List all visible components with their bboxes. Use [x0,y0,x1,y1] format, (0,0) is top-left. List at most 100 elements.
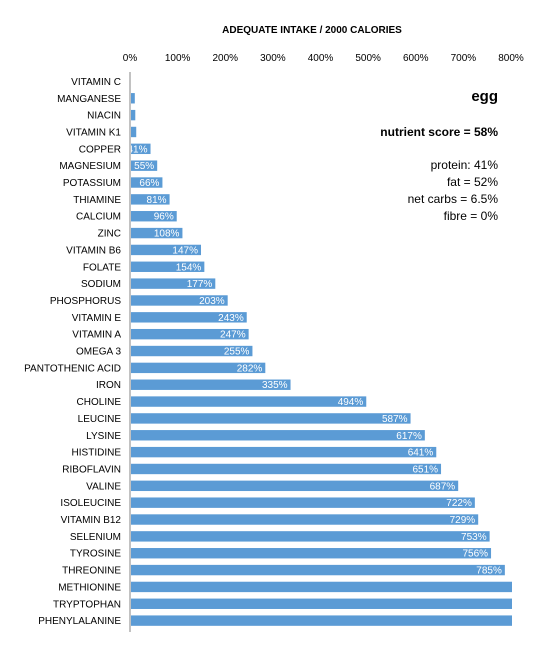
category-label: VITAMIN C [71,77,121,88]
category-label: MANGANESE [57,94,121,105]
x-tick-label: 600% [403,53,429,64]
bar [131,581,512,593]
x-axis: 0% 100% 200% 300% 400% 500% 600% 700% 800% [123,53,524,64]
bar [131,430,425,441]
category-label: CHOLINE [77,397,122,408]
bar [131,244,202,256]
bar [131,227,183,239]
bar [131,514,479,525]
category-label: VITAMIN B12 [61,515,122,526]
category-label: THIAMINE [73,195,121,206]
bar [131,598,512,609]
nutrient-score: nutrient score = 58% [380,125,498,139]
category-label: TRYPTOPHAN [53,599,121,610]
bar [131,194,170,205]
category-label: IRON [96,380,121,391]
category-label: FOLATE [83,262,121,273]
bar [131,446,437,458]
food-name: egg [471,88,498,105]
data-label: 96% [154,212,174,223]
data-label: 641% [408,448,434,459]
bar [131,497,475,508]
category-label: VITAMIN E [72,313,122,324]
bar [131,295,228,306]
data-label: 154% [176,262,202,273]
data-label: 247% [220,330,246,341]
x-tick-label: 300% [260,53,286,64]
data-label: 55% [134,161,154,172]
bar [131,396,367,407]
chart-title: ADEQUATE INTAKE / 2000 CALORIES [222,25,402,36]
category-label: METHIONINE [58,582,121,593]
bar [131,531,490,542]
bar [131,413,411,424]
y-axis: VITAMIN C MANGANESE NIACIN VITAMIN K1 COPPER… [24,77,121,627]
data-label: 335% [262,380,288,391]
bar [131,312,247,323]
data-label: 756% [462,549,488,560]
data-label: 494% [338,397,364,408]
bar [131,328,249,340]
category-label: VITAMIN B6 [66,245,121,256]
bar [131,143,151,155]
data-label: 785% [476,566,502,577]
x-tick-label: 400% [308,53,334,64]
data-label: 66% [139,178,159,189]
bar [131,379,291,390]
data-label: 243% [218,313,244,324]
category-label: VALINE [86,481,121,492]
data-label: 255% [224,347,250,358]
bar [131,109,136,121]
macro-breakdown: protein: 41% fat = 52% net carbs = 6.5% … [408,157,498,225]
x-tick-label: 100% [165,53,191,64]
x-tick-label: 200% [212,53,238,64]
data-label: 729% [450,515,476,526]
data-label: 147% [172,245,198,256]
fat-text: fat = 52% [446,175,498,189]
category-label: HISTIDINE [72,448,122,459]
x-tick-label: 500% [355,53,381,64]
category-label: OMEGA 3 [76,347,121,358]
x-tick-label: 0% [123,53,138,64]
bar [131,362,266,374]
category-label: POTASSIUM [63,178,121,189]
data-label: 617% [396,431,422,442]
protein-text: protein: 41% [430,158,498,172]
fibre-text: fibre = 0% [443,209,498,223]
category-label: VITAMIN A [72,330,121,341]
category-label: RIBOFLAVIN [62,464,121,475]
category-label: TYROSINE [70,549,121,560]
bars [131,93,512,626]
category-label: PHENYLALANINE [38,616,121,627]
bar [131,480,459,492]
data-label: 81% [147,195,167,206]
data-label: 651% [412,464,438,475]
bar [131,564,505,576]
bar [131,345,253,357]
category-label: LEUCINE [78,414,122,425]
category-label: SODIUM [81,279,121,290]
bar [131,93,135,104]
bar [131,278,216,289]
data-label: 687% [430,481,456,492]
bar [131,463,442,475]
bar [131,211,177,222]
category-label: COPPER [79,144,121,155]
bar [131,548,492,559]
x-tick-label: 700% [451,53,477,64]
category-label: VITAMIN K1 [66,127,121,138]
data-label: 587% [382,414,408,425]
category-label: ZINC [98,229,121,240]
data-labels: 41% 55% 66% 81% 96% 108% 147% 154% 177% 203% 243% 2… [128,144,502,576]
category-label: LYSINE [86,431,121,442]
category-label: NIACIN [87,111,121,122]
data-label: 108% [154,229,180,240]
category-label: SELENIUM [70,532,121,543]
category-label: PANTOTHENIC ACID [24,363,121,374]
category-label: MAGNESIUM [59,161,121,172]
category-label: ISOLEUCINE [60,498,121,509]
data-label: 722% [446,498,472,509]
data-label: 753% [461,532,487,543]
